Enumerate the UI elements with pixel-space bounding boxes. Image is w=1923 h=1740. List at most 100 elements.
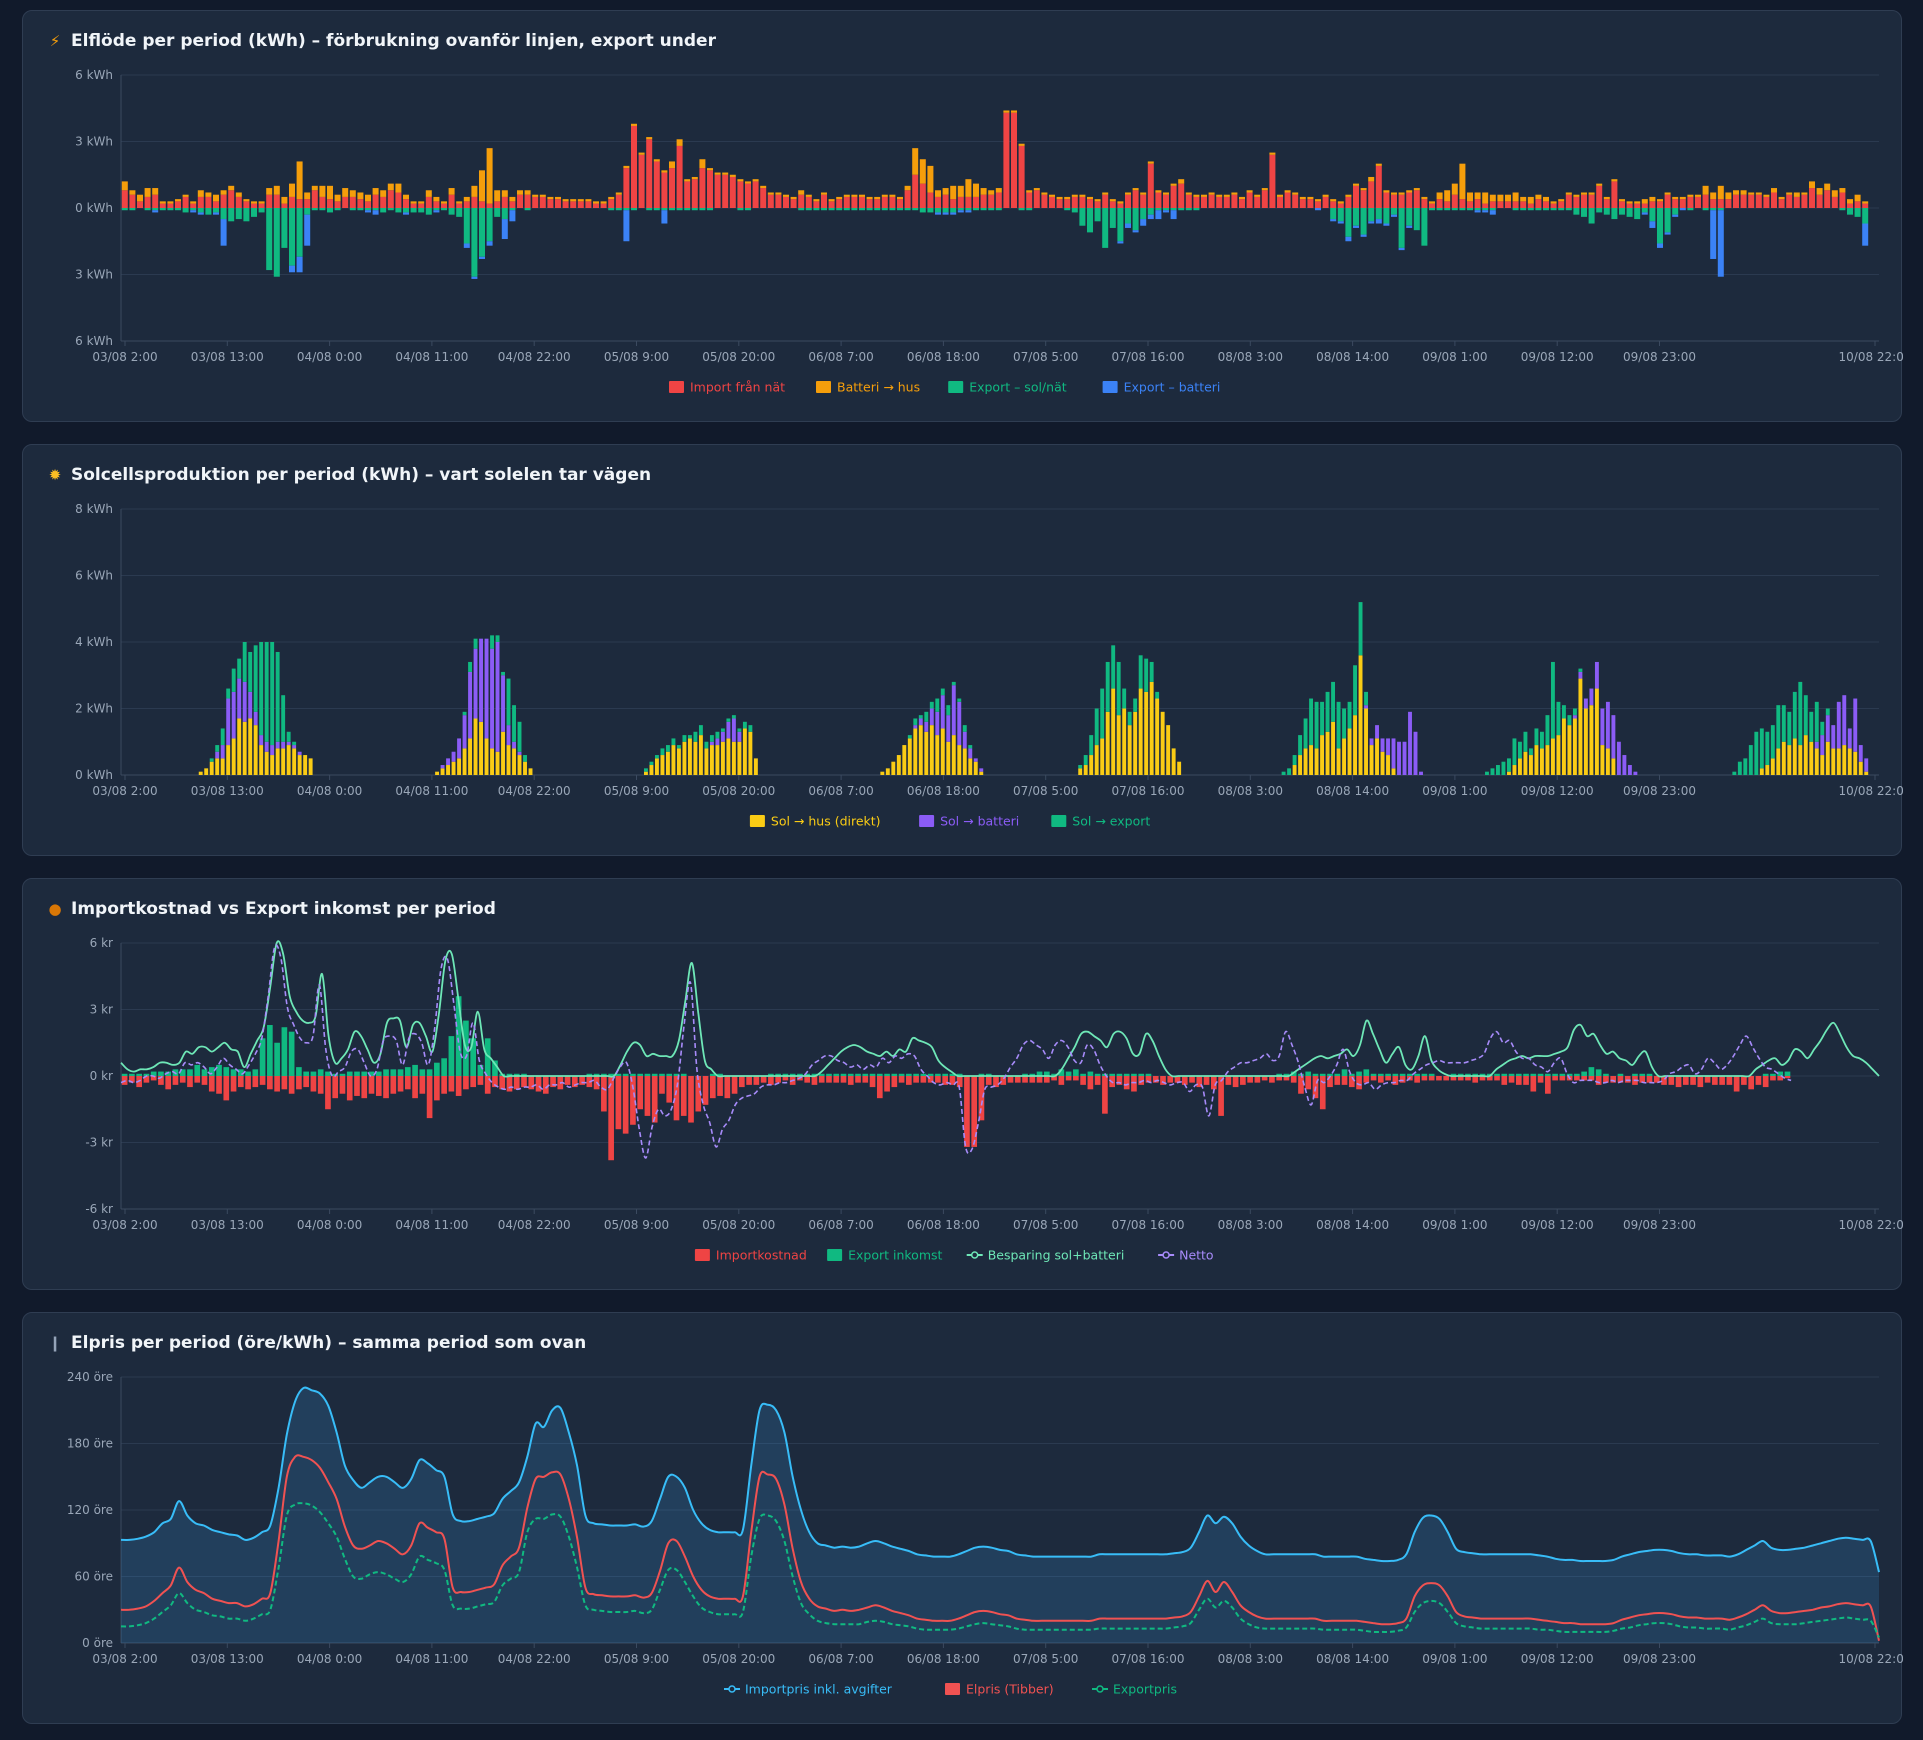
bar-segment [237, 658, 242, 679]
bar-segment [1353, 715, 1357, 775]
bar-segment [1287, 768, 1292, 775]
bar-segment [1497, 201, 1504, 208]
bar-segment [1378, 1076, 1384, 1083]
bar-segment [1399, 1073, 1406, 1076]
bar-segment [988, 208, 995, 211]
bar-segment [1174, 1076, 1181, 1083]
bar-segment [935, 212, 941, 215]
bar-segment [121, 1073, 128, 1076]
bar-segment [1375, 219, 1382, 224]
bar-segment [372, 210, 379, 215]
bar-segment [319, 185, 326, 197]
bar-segment [1033, 190, 1040, 208]
bar-segment [270, 755, 275, 775]
bar-segment [1261, 188, 1268, 191]
bar-segment [327, 199, 333, 208]
bar-segment [215, 751, 220, 759]
bar-segment [1231, 192, 1238, 195]
panel-kostnad: ● Importkostnad vs Export inkomst per pe… [22, 878, 1903, 1290]
bar-segment [1527, 203, 1534, 208]
bar-segment [1561, 705, 1566, 719]
bar-segment [1634, 201, 1641, 204]
bar-segment [1398, 208, 1405, 248]
bar-segment [993, 1076, 999, 1088]
bar-segment [676, 145, 683, 208]
bar-segment [949, 1073, 956, 1076]
bar-segment [836, 196, 843, 200]
y-tick-label: 0 öre [82, 1636, 113, 1650]
bar-segment [676, 748, 681, 775]
bar-segment [187, 1076, 193, 1088]
bar-segment [1138, 1073, 1145, 1076]
bar-segment [175, 199, 181, 202]
bar-segment [1122, 688, 1127, 709]
bar-segment [745, 181, 751, 184]
bar-segment [433, 201, 440, 208]
bar-segment [891, 1076, 898, 1088]
bar-segment [383, 1076, 389, 1099]
bar-segment [1842, 695, 1847, 746]
bar-segment [1309, 745, 1314, 775]
bar-segment [1109, 1073, 1115, 1076]
bar-segment [479, 170, 485, 202]
bar-segment [897, 208, 903, 211]
bar-segment [1160, 1076, 1166, 1085]
bar-segment [676, 208, 683, 211]
bar-segment [349, 208, 356, 211]
bar-segment [209, 761, 214, 775]
bar-segment [1109, 208, 1116, 228]
bar-segment [129, 194, 136, 208]
bar-segment [585, 199, 592, 202]
bar-segment [1639, 1076, 1646, 1083]
bar-segment [957, 745, 962, 775]
bar-segment [1831, 725, 1836, 749]
bar-segment [1402, 741, 1407, 775]
bar-segment [760, 1076, 767, 1083]
bar-segment [1589, 705, 1594, 775]
bar-segment [753, 758, 758, 776]
bar-segment [1508, 1073, 1515, 1076]
bar-segment [1450, 1073, 1457, 1076]
bar-segment [847, 1073, 854, 1076]
bar-segment [1617, 1073, 1624, 1076]
bar-segment [1520, 196, 1527, 202]
legend-swatch [816, 381, 831, 393]
bar-segment [904, 185, 911, 191]
bar-segment [1573, 194, 1580, 197]
bar-segment [912, 174, 919, 208]
bar-segment [1847, 199, 1853, 204]
bar-segment [866, 196, 873, 200]
bar-segment [368, 1071, 375, 1076]
bar-segment [296, 208, 303, 257]
bar-segment [1679, 196, 1686, 200]
bar-segment [869, 1076, 876, 1088]
bar-segment [906, 1073, 912, 1076]
bar-segment [1611, 179, 1618, 182]
bar-segment [226, 745, 231, 775]
bar-segment [1776, 705, 1781, 749]
bar-segment [924, 721, 929, 732]
bar-segment [462, 715, 467, 749]
bar-segment [695, 1076, 702, 1112]
bar-segment [357, 192, 364, 200]
bar-segment [1641, 199, 1648, 204]
bar-segment [1687, 208, 1694, 211]
bar-segment [235, 208, 242, 220]
bar-segment [940, 728, 945, 775]
bar-segment [1131, 1073, 1137, 1076]
bar-segment [1634, 208, 1641, 220]
bar-segment [1710, 210, 1717, 259]
bar-segment [121, 190, 128, 208]
bar-segment [509, 210, 516, 222]
bar-segment [1535, 199, 1542, 208]
bar-segment [1523, 1073, 1529, 1076]
bar-segment [1600, 745, 1605, 775]
bar-segment [513, 1076, 520, 1090]
bar-segment [433, 210, 440, 213]
bar-segment [929, 725, 934, 776]
bar-segment [524, 190, 531, 195]
bar-segment [1049, 196, 1055, 208]
bar-segment [1163, 192, 1169, 195]
bar-segment [1537, 1076, 1544, 1083]
bar-segment [813, 208, 820, 211]
